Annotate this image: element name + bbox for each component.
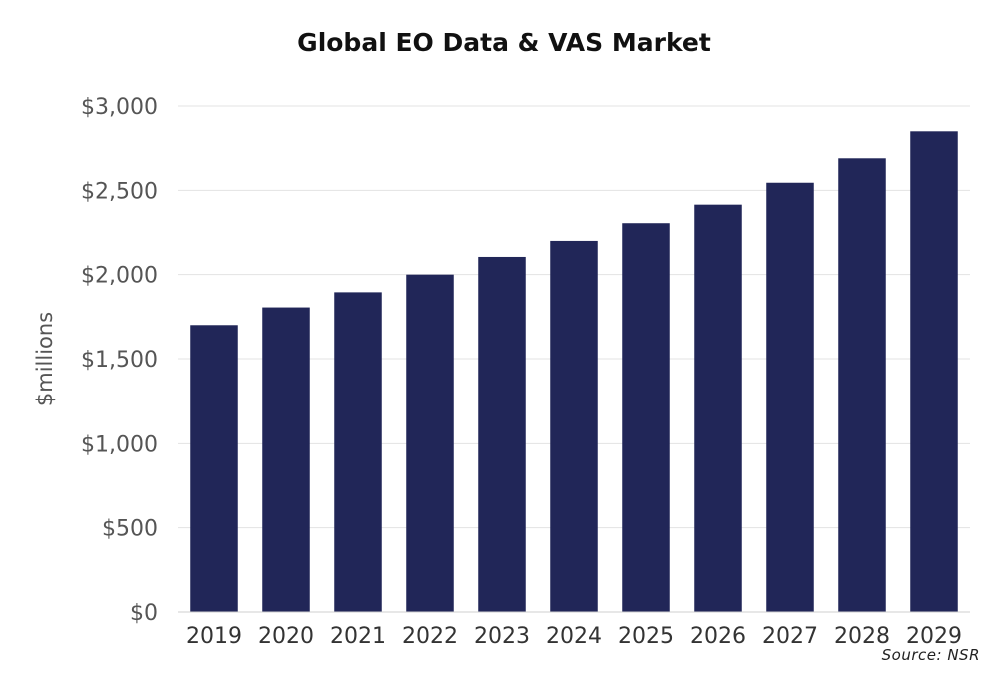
bar-2027	[766, 182, 814, 612]
x-axis-ticks: 2019 2020 2021 2022 2023 2024 2025 2026 2027 2028…	[186, 624, 962, 649]
y-tick-label: $3,000	[81, 95, 158, 120]
bar-2025	[622, 223, 670, 612]
y-tick-label: $1,500	[81, 348, 158, 373]
x-tick-label: 2022	[402, 624, 458, 649]
source-note: Source: NSR	[881, 646, 980, 664]
x-tick-label: 2023	[474, 624, 530, 649]
bar-2019	[190, 325, 238, 612]
x-tick-label: 2020	[258, 624, 314, 649]
y-tick-label: $2,500	[81, 179, 158, 204]
bar-2028	[838, 158, 886, 612]
x-tick-label: 2028	[834, 624, 890, 649]
y-axis-label: $millions	[33, 312, 57, 406]
x-tick-label: 2024	[546, 624, 602, 649]
x-tick-label: 2019	[186, 624, 242, 649]
bar-2022	[406, 274, 454, 612]
chart-title: Global EO Data & VAS Market	[297, 28, 711, 57]
y-tick-label: $2,000	[81, 264, 158, 289]
bar-2026	[694, 204, 742, 613]
y-tick-label: $1,000	[81, 432, 158, 457]
x-tick-label: 2025	[618, 624, 674, 649]
y-tick-label: $0	[130, 601, 158, 626]
bars	[190, 131, 958, 613]
y-axis-ticks: $0 $500 $1,000 $1,500 $2,000 $2,500 $3,000	[81, 95, 158, 626]
bar-2020	[262, 307, 310, 612]
bar-2021	[334, 292, 382, 612]
bar-2029	[910, 131, 958, 613]
x-tick-label: 2021	[330, 624, 386, 649]
x-tick-label: 2026	[690, 624, 746, 649]
bar-2023	[478, 256, 526, 612]
x-tick-label: 2027	[762, 624, 818, 649]
y-tick-label: $500	[102, 517, 158, 542]
x-tick-label: 2029	[906, 624, 962, 649]
bar-2024	[550, 240, 598, 612]
